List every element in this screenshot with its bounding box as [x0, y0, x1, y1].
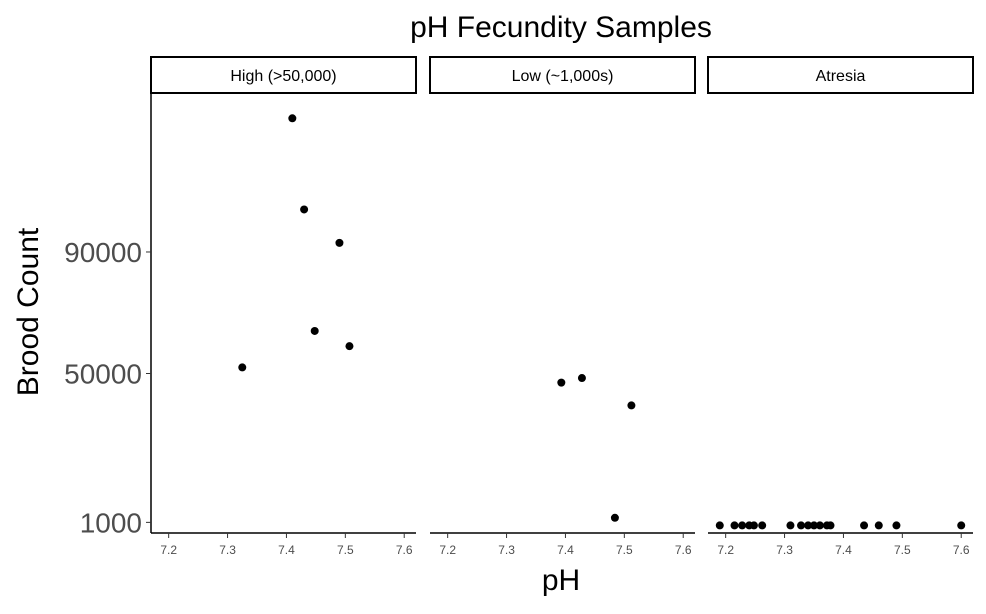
- y-tick-label: 90000: [64, 237, 142, 268]
- data-point: [310, 326, 319, 335]
- data-point: [749, 521, 758, 530]
- x-axis-title: pH: [542, 564, 580, 597]
- data-point: [335, 238, 344, 247]
- data-point: [738, 521, 747, 530]
- facet-strip-label: Atresia: [816, 68, 866, 85]
- data-point: [892, 521, 901, 530]
- facet-strip: [150, 56, 417, 94]
- data-point: [715, 521, 724, 530]
- facet-panel: High (>50,000) 7.2 7.3 7.4 7.5 7.6 1000 50000 90…: [64, 56, 417, 557]
- x-tick-label: 7.2: [717, 543, 734, 557]
- data-point: [758, 521, 767, 530]
- x-tick-label: 7.3: [498, 543, 515, 557]
- data-point: [810, 521, 818, 530]
- data-point: [288, 114, 297, 123]
- facet-strip-label: High (>50,000): [230, 68, 336, 85]
- data-point: [804, 521, 813, 530]
- x-tick-label: 7.5: [337, 543, 354, 557]
- x-tick-label: 7.4: [835, 543, 852, 557]
- data-point: [577, 374, 586, 383]
- data-point: [627, 401, 636, 410]
- data-point: [730, 521, 739, 530]
- y-tick-label: 50000: [64, 359, 142, 390]
- data-point: [557, 378, 566, 387]
- x-tick-label: 7.4: [278, 543, 295, 557]
- data-point: [815, 521, 824, 530]
- x-tick-label: 7.2: [439, 543, 456, 557]
- facet-panel: Atresia 7.2 7.3 7.4 7.5 7.6: [707, 56, 974, 557]
- x-tick-label: 7.6: [396, 543, 413, 557]
- x-tick-label: 7.6: [675, 543, 692, 557]
- data-point: [957, 521, 966, 530]
- facet-strip-label: Low (~1,000s): [512, 68, 614, 85]
- data-point: [797, 521, 806, 530]
- data-point: [860, 521, 869, 530]
- data-point: [238, 363, 247, 372]
- data-point: [826, 521, 835, 530]
- data-point: [610, 513, 619, 522]
- chart-title: pH Fecundity Samples: [410, 11, 712, 44]
- data-point: [786, 521, 795, 530]
- data-point: [874, 521, 883, 530]
- data-point: [300, 205, 309, 214]
- x-tick-label: 7.3: [219, 543, 236, 557]
- y-axis-title: Brood Count: [12, 227, 45, 396]
- x-tick-label: 7.4: [557, 543, 574, 557]
- facet-strip: [429, 56, 696, 94]
- facet-strip: [707, 56, 974, 94]
- x-tick-label: 7.6: [953, 543, 970, 557]
- data-point: [345, 342, 354, 351]
- x-tick-label: 7.2: [160, 543, 177, 557]
- x-tick-label: 7.3: [776, 543, 793, 557]
- facet-panels: High (>50,000) 7.2 7.3 7.4 7.5 7.6 1000 50000 90…: [64, 56, 974, 557]
- y-tick-label: 1000: [80, 507, 142, 538]
- x-tick-label: 7.5: [894, 543, 911, 557]
- facet-panel: Low (~1,000s) 7.2 7.3 7.4 7.5 7.6: [429, 56, 696, 557]
- x-tick-label: 7.5: [616, 543, 633, 557]
